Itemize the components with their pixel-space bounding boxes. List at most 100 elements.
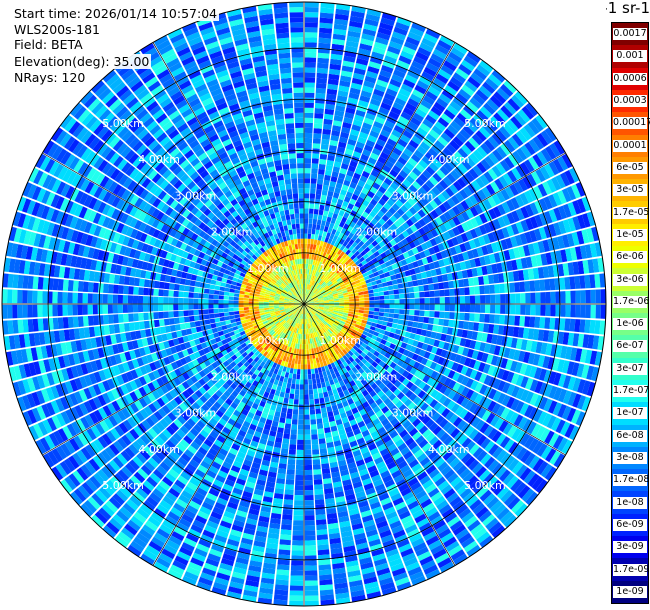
range-gate xyxy=(428,511,441,522)
range-gate xyxy=(324,432,332,439)
range-gate xyxy=(481,410,492,422)
range-gate xyxy=(445,334,452,343)
range-gate xyxy=(248,565,262,573)
range-gate xyxy=(586,381,596,397)
range-gate xyxy=(405,524,418,534)
range-gate xyxy=(377,426,386,435)
range-gate xyxy=(308,318,312,324)
range-gate xyxy=(382,363,390,371)
range-gate xyxy=(318,308,324,312)
range-gate xyxy=(213,479,224,488)
range-gate xyxy=(153,312,159,320)
range-gate xyxy=(375,347,383,354)
range-gate xyxy=(246,364,254,371)
range-gate xyxy=(323,326,328,332)
range-gate xyxy=(135,411,145,422)
range-gate xyxy=(353,377,360,384)
range-gate xyxy=(103,314,109,325)
range-gate xyxy=(254,296,260,300)
range-gate xyxy=(158,319,165,327)
range-gate xyxy=(375,379,383,387)
range-gate xyxy=(163,282,170,290)
range-gate xyxy=(300,313,302,319)
range-gate xyxy=(193,309,199,316)
range-gate xyxy=(273,334,279,340)
range-gate xyxy=(468,359,477,369)
range-gate xyxy=(417,494,430,505)
range-gate xyxy=(77,304,83,316)
range-gate xyxy=(264,369,270,376)
range-gate xyxy=(133,321,140,331)
range-gate xyxy=(351,476,361,484)
range-gate xyxy=(295,322,298,328)
range-gate xyxy=(283,504,293,510)
range-gate xyxy=(203,299,209,304)
range-gate xyxy=(363,339,370,345)
range-gate xyxy=(427,324,434,331)
range-gate xyxy=(567,376,576,391)
range-gate xyxy=(72,452,84,466)
range-gate xyxy=(264,486,275,493)
range-gate xyxy=(274,488,284,495)
range-gate xyxy=(156,557,171,569)
range-gate xyxy=(266,316,272,321)
range-gate xyxy=(374,456,384,465)
range-gate xyxy=(304,464,313,471)
range-gate xyxy=(366,591,382,600)
range-gate xyxy=(239,468,249,477)
range-gate xyxy=(332,388,338,395)
range-gate xyxy=(374,515,387,524)
range-gate xyxy=(467,414,477,425)
range-gate xyxy=(199,429,209,439)
range-gate xyxy=(32,290,38,304)
range-gate xyxy=(347,375,354,383)
range-gate xyxy=(482,473,495,485)
range-gate xyxy=(212,539,226,548)
range-gate xyxy=(570,304,576,318)
range-gate xyxy=(400,354,407,362)
range-gate xyxy=(324,493,335,500)
range-gate xyxy=(337,510,349,518)
range-gate xyxy=(493,324,500,335)
range-gate xyxy=(184,355,192,363)
range-gate xyxy=(523,470,536,484)
range-gate xyxy=(304,309,305,315)
range-gate xyxy=(120,450,132,462)
range-gate xyxy=(52,304,58,317)
range-gate xyxy=(341,316,347,321)
range-gate xyxy=(198,538,212,549)
range-gate xyxy=(393,364,401,372)
range-gate xyxy=(304,419,310,425)
range-gate xyxy=(257,352,263,359)
range-gate xyxy=(272,362,278,369)
range-gate xyxy=(290,308,295,311)
range-gate xyxy=(27,290,33,304)
range-gate xyxy=(196,344,203,351)
range-gate xyxy=(340,318,347,323)
range-gate xyxy=(251,550,264,558)
range-gate xyxy=(222,382,230,390)
range-gate xyxy=(318,356,323,363)
range-gate xyxy=(362,316,368,321)
range-gate xyxy=(219,520,232,529)
range-gate xyxy=(408,441,418,451)
range-gate xyxy=(311,444,319,450)
range-gate xyxy=(494,314,500,324)
range-gate xyxy=(348,466,358,474)
range-gate xyxy=(290,575,304,581)
range-gate xyxy=(202,567,217,577)
range-gate xyxy=(430,389,439,399)
range-gate xyxy=(417,363,425,372)
range-gate xyxy=(176,551,191,562)
range-gate xyxy=(288,357,293,363)
range-gate xyxy=(238,307,244,311)
range-gate xyxy=(575,348,583,362)
range-gate xyxy=(57,428,69,442)
range-gate xyxy=(263,363,269,370)
range-gate xyxy=(400,342,408,349)
range-gate xyxy=(450,442,461,453)
range-gate xyxy=(206,469,217,479)
range-gate xyxy=(404,356,412,365)
range-gate xyxy=(316,362,321,368)
range-gate xyxy=(216,397,225,406)
